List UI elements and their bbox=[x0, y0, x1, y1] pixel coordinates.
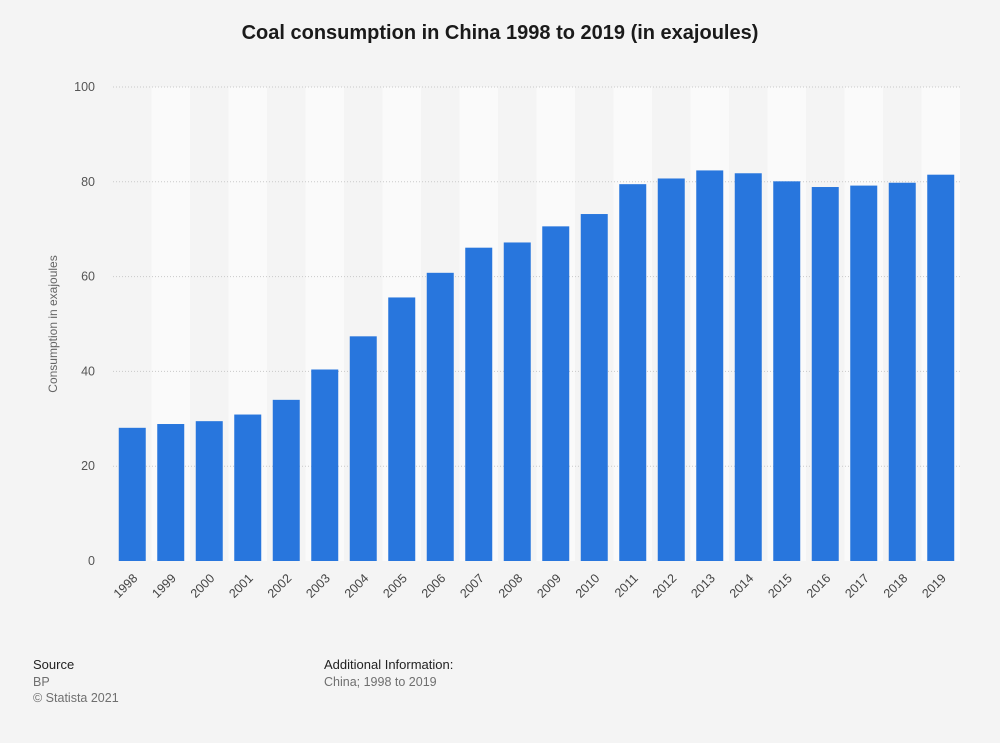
bar-2015[interactable] bbox=[773, 181, 801, 562]
y-tick-label: 0 bbox=[88, 554, 95, 568]
bar-2006[interactable] bbox=[426, 272, 454, 561]
x-tick-label: 2015 bbox=[765, 571, 795, 601]
bars bbox=[118, 170, 955, 562]
bar-2009[interactable] bbox=[542, 226, 570, 561]
y-tick-label: 80 bbox=[81, 175, 95, 189]
additional-info-block: Additional Information: China; 1998 to 2… bbox=[324, 657, 453, 690]
bar-2003[interactable] bbox=[311, 369, 339, 561]
y-tick-label: 20 bbox=[81, 459, 95, 473]
x-tick-label: 1999 bbox=[149, 571, 179, 601]
bar-2017[interactable] bbox=[850, 185, 878, 562]
additional-heading: Additional Information: bbox=[324, 657, 454, 672]
x-tick-label: 2012 bbox=[650, 571, 680, 601]
bar-2011[interactable] bbox=[619, 184, 647, 562]
x-tick-label: 2000 bbox=[188, 571, 218, 601]
bar-chart: 0 20 40 60 80 100 1998 1999 2000 2001 2002 2003 200… bbox=[46, 80, 960, 601]
bar-2008[interactable] bbox=[503, 242, 531, 562]
bar-2000[interactable] bbox=[195, 421, 223, 561]
x-tick-label: 2003 bbox=[303, 571, 333, 601]
bar-2014[interactable] bbox=[734, 173, 762, 561]
x-tick-label: 2001 bbox=[226, 571, 256, 601]
y-tick-label: 100 bbox=[74, 80, 95, 94]
bar-2010[interactable] bbox=[580, 214, 608, 562]
x-tick-label: 2004 bbox=[342, 571, 372, 601]
x-tick-label: 2011 bbox=[612, 571, 641, 600]
bar-2013[interactable] bbox=[696, 170, 724, 561]
bar-2005[interactable] bbox=[388, 297, 416, 561]
gridlines bbox=[113, 86, 960, 467]
bar-2012[interactable] bbox=[657, 178, 685, 561]
bar-2016[interactable] bbox=[811, 187, 839, 561]
x-tick-label: 2018 bbox=[881, 571, 911, 601]
x-tick-label: 2017 bbox=[842, 571, 872, 601]
bar-2007[interactable] bbox=[465, 247, 493, 561]
x-tick-label: 2008 bbox=[496, 571, 526, 601]
bar-2018[interactable] bbox=[888, 182, 916, 562]
x-tick-label: 2019 bbox=[919, 571, 949, 601]
y-tick-label: 40 bbox=[81, 364, 95, 378]
x-tick-label: 2010 bbox=[573, 571, 603, 601]
y-axis-label: Consumption in exajoules bbox=[46, 255, 60, 392]
bar-1998[interactable] bbox=[118, 427, 146, 561]
x-tick-label: 2014 bbox=[727, 571, 757, 601]
bar-1999[interactable] bbox=[157, 424, 185, 561]
chart-title: Coal consumption in China 1998 to 2019 (… bbox=[241, 22, 759, 44]
x-tick-label: 2002 bbox=[265, 571, 295, 601]
bar-2019[interactable] bbox=[927, 174, 955, 561]
source-heading: Source bbox=[33, 657, 75, 672]
x-tick-label: 2006 bbox=[419, 571, 449, 601]
y-tick-label: 60 bbox=[81, 270, 95, 284]
bar-2001[interactable] bbox=[234, 414, 262, 561]
y-axis-ticks: 0 20 40 60 80 100 bbox=[74, 80, 95, 568]
x-tick-label: 2009 bbox=[534, 571, 564, 601]
source-name[interactable]: BP bbox=[33, 675, 50, 689]
bar-2004[interactable] bbox=[349, 336, 377, 561]
additional-text: China; 1998 to 2019 bbox=[324, 675, 437, 689]
copyright[interactable]: © Statista 2021 bbox=[33, 691, 119, 705]
bar-2002[interactable] bbox=[272, 399, 300, 561]
x-tick-label: 1998 bbox=[111, 571, 141, 601]
x-tick-label: 2016 bbox=[804, 571, 834, 601]
x-tick-label: 2007 bbox=[457, 571, 487, 601]
x-tick-label: 2005 bbox=[380, 571, 410, 601]
x-axis-ticks: 1998 1999 2000 2001 2002 2003 2004 2005 2006 2007… bbox=[111, 571, 949, 601]
source-block: Source BP © Statista 2021 bbox=[33, 657, 119, 706]
x-tick-label: 2013 bbox=[688, 571, 718, 601]
